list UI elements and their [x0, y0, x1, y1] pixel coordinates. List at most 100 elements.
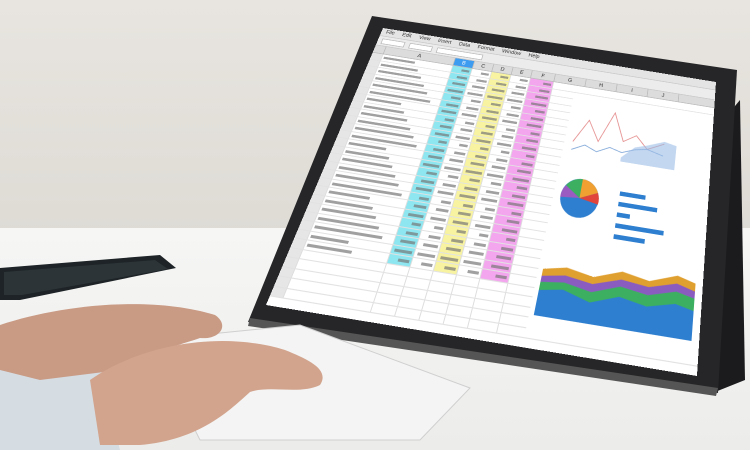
- cell-text: [480, 197, 498, 203]
- menu-item-data[interactable]: Data: [457, 41, 471, 49]
- cell-text: [427, 154, 443, 160]
- cell-text: [526, 123, 542, 129]
- cell-text: [487, 94, 503, 100]
- menu-item-insert[interactable]: Insert: [437, 38, 452, 46]
- cell-text: [496, 255, 512, 261]
- cell-text: [445, 246, 462, 253]
- cell-text: [496, 157, 508, 163]
- cell-text: [484, 206, 496, 212]
- cell-text: [500, 246, 514, 252]
- cell-text: [418, 196, 430, 201]
- menu-item-edit[interactable]: Edit: [401, 32, 413, 39]
- cell-text: [430, 216, 447, 222]
- cell-text: [501, 134, 514, 140]
- phone-screen: [4, 260, 168, 295]
- cell-text: [407, 212, 424, 218]
- cell-text: [461, 112, 477, 118]
- cell-text: [526, 138, 539, 144]
- cell-text: [440, 255, 459, 262]
- cell-text: [437, 190, 454, 196]
- cell-text: [462, 203, 474, 208]
- cell-text: [461, 69, 470, 73]
- cell-text: [467, 91, 484, 97]
- cell-text: [433, 225, 444, 231]
- cell-text: [397, 258, 410, 264]
- cell-text: [468, 250, 484, 256]
- cell-text: [479, 215, 494, 220]
- cell-text: [510, 105, 521, 110]
- cell-text: [495, 81, 507, 86]
- cell-text: [519, 78, 528, 83]
- tablet-bezel-bottom: [248, 318, 718, 396]
- cell-text: [495, 274, 508, 280]
- cell-text: [530, 116, 544, 121]
- cell-text: [422, 162, 440, 168]
- sleeve: [0, 360, 120, 450]
- cell-text: [464, 186, 478, 191]
- cell-text: [525, 154, 535, 159]
- cell-text: [516, 169, 532, 175]
- cell-text: [481, 116, 497, 121]
- cell-text: [496, 141, 512, 147]
- cell-text: [534, 95, 549, 100]
- cell-text: [413, 204, 427, 210]
- cell-text: [511, 193, 526, 199]
- cell-text: [447, 174, 459, 180]
- cell-text: [534, 109, 545, 114]
- cell-text: [505, 127, 516, 132]
- cell-text: [500, 150, 510, 155]
- cell-text: [456, 229, 467, 234]
- cell-text: [470, 99, 481, 104]
- cell-text: [480, 131, 493, 136]
- cell-text: [538, 88, 550, 93]
- right-hand: [90, 341, 323, 445]
- cell-text: [485, 189, 500, 195]
- cell-text: [450, 96, 461, 101]
- cell-text: [486, 109, 499, 114]
- cell-text: [506, 219, 520, 225]
- menu-item-view[interactable]: View: [417, 35, 432, 42]
- cell-text: [470, 161, 485, 167]
- menu-item-help[interactable]: Help: [527, 53, 540, 60]
- cell-text: [474, 223, 491, 229]
- cell-text: [515, 85, 527, 89]
- cell-text: [475, 154, 487, 159]
- cell-text: [394, 248, 413, 254]
- cell-text: [507, 98, 523, 103]
- menu-item-file[interactable]: File: [385, 30, 396, 37]
- cell-text: [501, 227, 518, 234]
- cell-text: [420, 262, 433, 268]
- left-hand: [0, 304, 223, 380]
- tablet-screen: File Edit View Insert Data Format Window Help A…: [265, 28, 716, 376]
- cell-text: [490, 102, 501, 107]
- cell-text: [426, 171, 438, 176]
- cell-text: [415, 186, 433, 193]
- cell-text: [411, 222, 422, 227]
- cell-text: [511, 211, 522, 216]
- cell-text: [466, 106, 479, 111]
- cell-text: [516, 186, 528, 191]
- chart-background: [524, 94, 714, 365]
- cell-text: [473, 241, 487, 247]
- cell-text: [420, 179, 435, 184]
- cell-text: [444, 165, 462, 171]
- cell-text: [521, 145, 537, 151]
- cell-text: [460, 128, 473, 133]
- cell-text: [491, 165, 506, 170]
- cell-text: [405, 230, 419, 236]
- cell-text: [455, 135, 471, 140]
- cell-text: [417, 251, 436, 258]
- cell-text: [471, 85, 486, 90]
- cell-text: [505, 237, 516, 243]
- cell-text: [434, 131, 450, 137]
- cell-text: [521, 161, 533, 167]
- cell-text: [463, 259, 482, 266]
- cell-text: [454, 150, 466, 156]
- cell-text: [422, 243, 439, 249]
- cell-text: [467, 269, 480, 275]
- cell-text: [432, 147, 445, 152]
- cell-text: [530, 131, 540, 136]
- cell-text: [440, 199, 452, 205]
- cell-text: [464, 121, 475, 125]
